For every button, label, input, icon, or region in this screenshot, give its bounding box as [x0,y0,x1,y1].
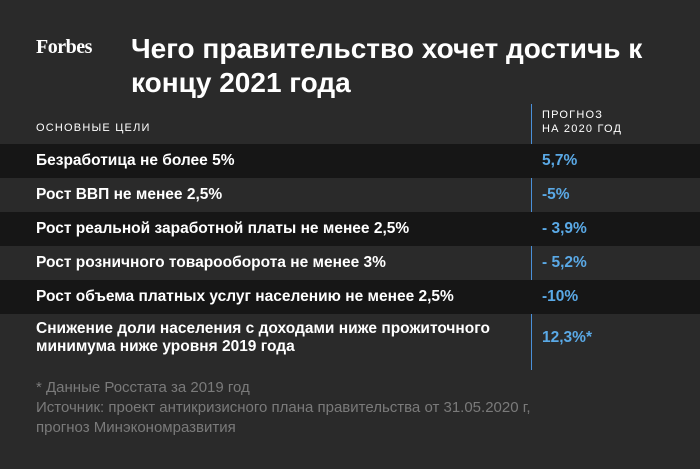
forecast-cell: 5,7% [542,152,578,169]
page-title: Чего правительство хочет достичь к концу… [131,33,643,98]
footnote: * Данные Росстата за 2019 год Источник: … [36,378,676,438]
column-header-goals: ОСНОВНЫЕ ЦЕЛИ [36,122,151,134]
table-row: Рост объема платных услуг населению не м… [0,280,700,314]
table-row: Снижение доли населения с доходами ниже … [0,314,700,362]
forecast-cell: - 5,2% [542,254,587,271]
column-header-forecast-line2: НА 2020 ГОД [542,123,623,135]
forecast-cell: 12,3%* [542,329,592,346]
goal-cell: Рост ВВП не менее 2,5% [36,186,223,203]
footnote-source-cont: прогноз Минэкономразвития [36,419,236,436]
table-row: Безработица не более 5% 5,7% [0,144,700,178]
forecast-cell: -10% [542,288,579,305]
forecast-cell: -5% [542,186,570,203]
goal-cell: Рост объема платных услуг населению не м… [36,288,454,305]
table-row: Рост ВВП не менее 2,5% -5% [0,178,700,212]
column-header-forecast-line1: ПРОГНОЗ [542,109,604,121]
forecast-cell: - 3,9% [542,220,587,237]
goal-cell: Рост розничного товарооборота не менее 3… [36,254,386,271]
goals-table: Безработица не более 5% 5,7% Рост ВВП не… [0,144,700,362]
goal-cell: Безработица не более 5% [36,152,235,169]
footnote-data-source: * Данные Росстата за 2019 год [36,379,250,396]
goal-cell: Снижение доли населения с доходами ниже … [36,320,490,355]
table-row: Рост розничного товарооборота не менее 3… [0,246,700,280]
footnote-source: Источник: проект антикризисного плана пр… [36,399,531,416]
table-row: Рост реальной заработной платы не менее … [0,212,700,246]
forbes-logo: Forbes [36,36,92,58]
column-header-forecast: ПРОГНОЗ НА 2020 ГОД [542,108,682,136]
goal-cell: Рост реальной заработной платы не менее … [36,220,410,237]
